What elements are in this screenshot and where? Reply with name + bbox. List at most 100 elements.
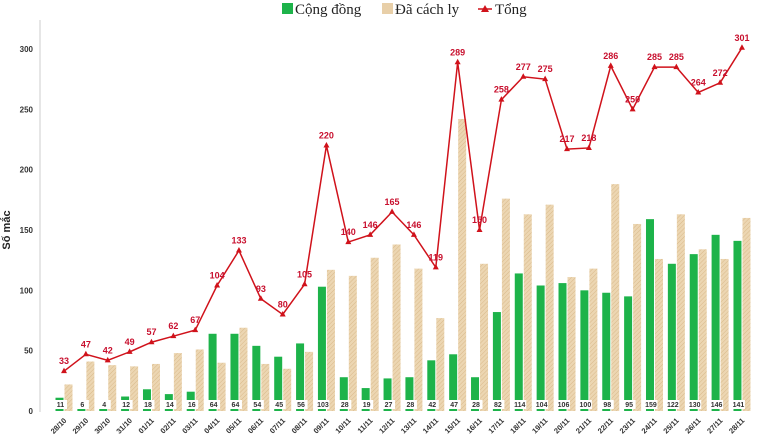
data-label-bg <box>338 400 352 409</box>
marker-total <box>695 88 702 95</box>
data-label-total: 301 <box>734 33 749 43</box>
bar-quarantined <box>480 263 489 411</box>
x-tick-label: 19/11 <box>530 416 549 435</box>
data-label-community: 159 <box>645 402 657 409</box>
bar-community <box>252 345 261 411</box>
bar-quarantined <box>523 214 532 411</box>
x-tick-label: 28/11 <box>727 416 746 435</box>
data-label-bg <box>447 400 461 409</box>
bar-community <box>602 292 611 411</box>
data-label-total: 105 <box>297 269 312 279</box>
x-tick-label: 24/11 <box>640 416 659 435</box>
legend-swatch-community <box>282 3 293 14</box>
marker-total <box>629 105 636 112</box>
marker-total <box>148 338 155 345</box>
bar-community <box>427 360 436 411</box>
marker-total <box>192 326 199 333</box>
marker-total <box>432 263 439 270</box>
x-tick-label: 22/11 <box>596 416 615 435</box>
data-label-total: 277 <box>516 62 531 72</box>
bar-community <box>645 219 654 411</box>
data-label-bg <box>622 400 636 409</box>
x-tick-label: 28/10 <box>49 416 69 436</box>
x-tick-label: 18/11 <box>508 416 527 435</box>
data-label-total: 285 <box>647 52 662 62</box>
bar-quarantined <box>720 258 729 411</box>
bar-community <box>208 333 217 411</box>
data-label-bg <box>163 400 177 409</box>
x-tick-label: 07/11 <box>268 416 287 435</box>
x-tick-label: 29/10 <box>71 416 91 436</box>
marker-total <box>520 73 527 79</box>
data-label-bg <box>316 400 330 409</box>
data-label-community: 28 <box>472 402 480 409</box>
bar-community <box>667 263 676 411</box>
data-label-bg <box>513 400 527 409</box>
data-label-community: 100 <box>580 402 592 409</box>
data-label-community: 16 <box>188 402 196 409</box>
data-label-community: 47 <box>450 402 458 409</box>
data-label-community: 18 <box>144 402 152 409</box>
data-label-community: 11 <box>57 402 65 409</box>
marker-total <box>82 350 89 357</box>
data-label-total: 289 <box>450 47 465 57</box>
marker-total <box>214 282 221 288</box>
bar-community <box>514 273 523 411</box>
y-tick-label: 300 <box>20 45 34 54</box>
marker-total <box>301 280 308 287</box>
x-tick-label: 05/11 <box>224 416 243 435</box>
bar-community <box>449 354 458 411</box>
marker-total <box>607 62 614 68</box>
data-label-total: 258 <box>494 85 509 95</box>
x-tick-label: 03/11 <box>180 416 199 435</box>
data-label-total: 49 <box>125 337 135 347</box>
bar-community <box>274 356 283 411</box>
data-label-community: 122 <box>667 402 679 409</box>
data-label-community: 114 <box>514 402 525 409</box>
data-label-community: 28 <box>341 402 349 409</box>
y-axis-title: Số mắc <box>0 210 13 249</box>
marker-total <box>738 44 745 50</box>
marker-total <box>651 63 658 70</box>
bar-quarantined <box>108 365 117 411</box>
bar-quarantined <box>436 318 445 411</box>
data-label-total: 133 <box>231 236 246 246</box>
data-label-community: 28 <box>407 402 415 409</box>
data-label-bg <box>119 400 133 409</box>
bar-community <box>317 286 326 411</box>
bar-community <box>492 312 501 411</box>
marker-total <box>389 208 396 214</box>
data-label-community: 103 <box>317 402 329 409</box>
legend: Cộng đồng Đã cách ly Tổng <box>282 2 527 18</box>
legend-marker-total <box>481 5 489 12</box>
bar-quarantined <box>261 363 270 411</box>
marker-total <box>498 96 505 102</box>
data-label-community: 12 <box>122 402 130 409</box>
bar-quarantined <box>305 351 314 411</box>
data-label-community: 6 <box>80 402 84 409</box>
data-label-total: 250 <box>625 94 640 104</box>
data-label-bg <box>731 400 745 409</box>
bar-quarantined <box>64 384 73 411</box>
bar-community <box>383 378 392 411</box>
data-label-community: 82 <box>494 402 502 409</box>
data-label-bg <box>185 400 199 409</box>
bar-community <box>471 377 480 411</box>
bar-community <box>580 290 589 411</box>
x-tick-label: 02/11 <box>158 416 177 435</box>
bar-quarantined <box>676 214 685 411</box>
data-label-bg <box>75 400 89 409</box>
data-label-community: 141 <box>733 402 745 409</box>
x-tick-label: 09/11 <box>312 416 331 435</box>
bar-quarantined <box>173 353 182 411</box>
marker-total <box>257 295 264 301</box>
data-label-bg <box>207 400 221 409</box>
data-label-total: 217 <box>559 134 574 144</box>
bar-quarantined <box>217 362 226 411</box>
bar-community <box>405 377 414 411</box>
marker-total <box>170 332 177 339</box>
data-label-total: 140 <box>341 227 356 237</box>
bar-community <box>230 333 239 411</box>
y-tick-label: 0 <box>29 407 34 416</box>
